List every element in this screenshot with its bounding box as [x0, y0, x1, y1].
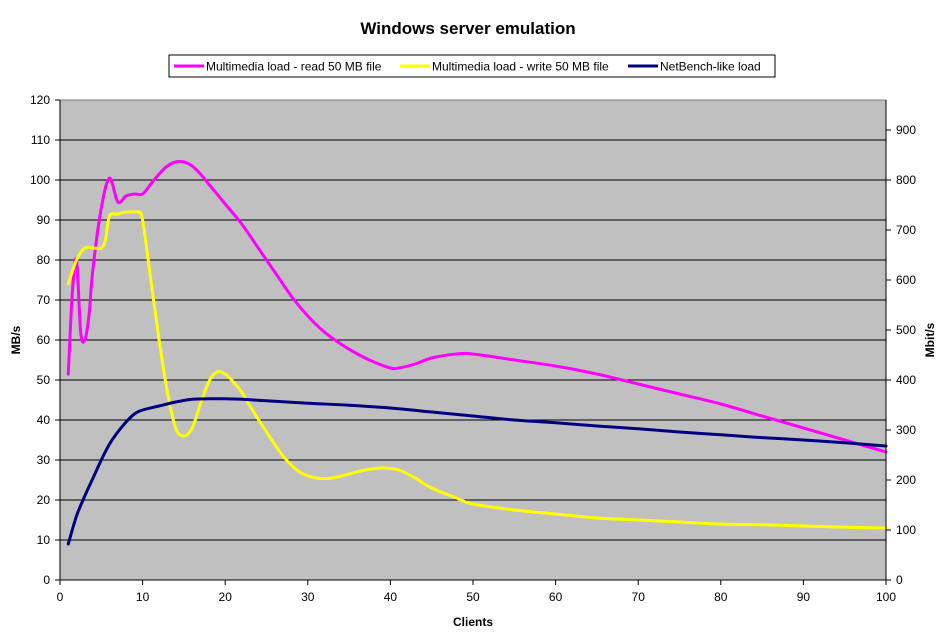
x-tick-label-50: 50 [466, 590, 480, 604]
legend-label-3: NetBench-like load [660, 60, 761, 74]
y-axis-title: MB/s [9, 325, 23, 354]
y2-tick-labels: 0 100 200 300 400 500 600 700 800 900 [896, 123, 916, 587]
y2-tick-label-700: 700 [896, 223, 916, 237]
y-tick-label-110: 110 [31, 133, 50, 147]
series-line-3 [66, 397, 888, 546]
y2-tick-label-200: 200 [896, 473, 916, 487]
gridlines [60, 139, 886, 541]
x-tick-label-0: 0 [57, 590, 64, 604]
y-tick-labels: 0 10 20 30 40 50 60 70 80 90 100 110 120 [30, 93, 50, 587]
y-tick-label-80: 80 [37, 253, 51, 267]
y-tick-label-30: 30 [37, 453, 51, 467]
x-tick-label-10: 10 [136, 590, 150, 604]
x-tick-label-60: 60 [549, 590, 563, 604]
legend-label-1: Multimedia load - read 50 MB file [206, 60, 382, 74]
y-tick-label-50: 50 [37, 373, 51, 387]
chart-title: Windows server emulation [360, 19, 575, 38]
y-tick-label-120: 120 [30, 93, 50, 107]
legend-box [168, 54, 776, 78]
y-tick-label-90: 90 [37, 213, 51, 227]
y2-tick-label-800: 800 [896, 173, 916, 187]
y-tick-label-10: 10 [37, 533, 51, 547]
x-tick-label-100: 100 [876, 590, 896, 604]
x-tick-label-20: 20 [219, 590, 233, 604]
legend: Multimedia load - read 50 MB file Multime… [168, 54, 776, 78]
y2-tick-label-600: 600 [896, 273, 916, 287]
x-tick-labels: 0 10 20 30 40 50 60 70 80 90 100 [57, 590, 897, 604]
y2-tick-label-900: 900 [896, 123, 916, 137]
axes [55, 99, 891, 585]
x-tick-label-90: 90 [797, 590, 811, 604]
y-tick-label-60: 60 [37, 333, 51, 347]
x-tick-label-40: 40 [384, 590, 398, 604]
y-tick-label-0: 0 [43, 573, 50, 587]
y-tick-label-20: 20 [37, 493, 51, 507]
y2-tick-label-400: 400 [896, 373, 916, 387]
y-tick-label-40: 40 [37, 413, 51, 427]
y2-tick-label-500: 500 [896, 323, 916, 337]
y2-tick-label-0: 0 [896, 573, 903, 587]
x-tick-label-70: 70 [632, 590, 646, 604]
x-tick-label-30: 30 [301, 590, 315, 604]
y2-tick-label-100: 100 [896, 523, 916, 537]
x-tick-label-80: 80 [714, 590, 728, 604]
series-line-1 [66, 159, 888, 454]
y-tick-label-70: 70 [37, 293, 51, 307]
series-lines [66, 159, 888, 546]
legend-label-2: Multimedia load - write 50 MB file [432, 60, 609, 74]
x-axis-title: Clients [453, 615, 493, 629]
y-tick-label-100: 100 [30, 173, 50, 187]
y2-tick-label-300: 300 [896, 423, 916, 437]
y2-axis-title: Mbit/s [923, 322, 937, 357]
